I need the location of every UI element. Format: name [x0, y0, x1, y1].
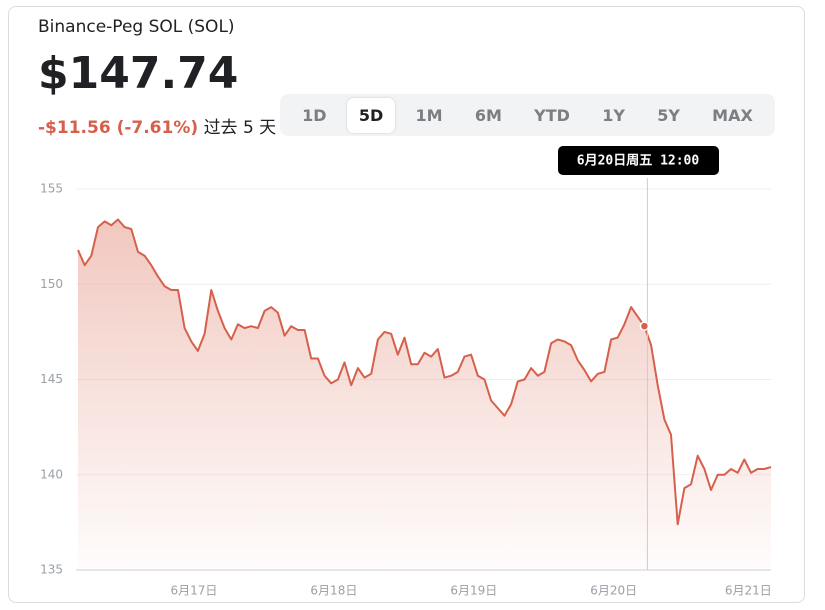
range-tab[interactable]: 1M — [415, 105, 443, 125]
asset-name: Binance-Peg SOL (SOL) — [38, 17, 235, 37]
range-tab[interactable]: 1Y — [602, 105, 625, 125]
line — [77, 218, 772, 526]
range-tab[interactable]: 5D — [346, 97, 396, 133]
hover-dot — [639, 321, 650, 331]
tooltip-box — [558, 146, 719, 175]
y-tick-label: 145 — [40, 372, 63, 386]
price: $147.74 — [38, 48, 239, 99]
range-tab[interactable]: YTD — [534, 105, 570, 125]
y-tick-label: 155 — [40, 182, 63, 196]
change-row: -$11.56 (-7.61%) 过去 5 天 — [38, 113, 276, 138]
area — [78, 219, 771, 570]
x-tick-label: 6月21日 — [725, 584, 772, 598]
tooltip: 6月20日周五 12:00 — [577, 154, 700, 169]
range-tab[interactable]: MAX — [712, 105, 753, 125]
range-tab[interactable]: 5Y — [657, 105, 680, 125]
y-tick-label: 135 — [40, 563, 63, 577]
y-tick-label: 150 — [40, 277, 63, 291]
x-tick-label: 6月18日 — [310, 584, 357, 598]
range-tab[interactable]: 6M — [474, 105, 502, 125]
x-tick-label: 6月17日 — [170, 584, 217, 598]
y-tick-label: 140 — [40, 467, 63, 481]
x-tick-label: 6月20日 — [590, 584, 637, 598]
card — [8, 6, 805, 603]
change: -$11.56 (-7.61%) — [38, 118, 199, 138]
x-tick-label: 6月19日 — [450, 584, 497, 598]
range-tabs: 1D 5D 1M 6M YTD 1Y 5Y MAX — [280, 94, 775, 136]
range-tab[interactable]: 1D — [302, 105, 327, 125]
period: 过去 5 天 — [203, 118, 277, 138]
